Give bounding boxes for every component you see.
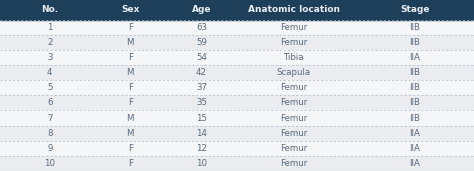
Text: 5: 5 <box>47 83 53 92</box>
Text: F: F <box>128 98 133 107</box>
Text: 7: 7 <box>47 114 53 123</box>
Text: Femur: Femur <box>280 83 308 92</box>
Text: IIB: IIB <box>409 68 420 77</box>
Text: 2: 2 <box>47 38 53 47</box>
Text: Femur: Femur <box>280 114 308 123</box>
Text: 4: 4 <box>47 68 53 77</box>
Text: Femur: Femur <box>280 23 308 32</box>
Bar <box>0 156 474 171</box>
Text: IIB: IIB <box>409 114 420 123</box>
Text: 42: 42 <box>196 68 207 77</box>
Text: No.: No. <box>41 5 58 14</box>
Text: 10: 10 <box>44 159 55 168</box>
Text: 9: 9 <box>47 144 53 153</box>
Bar <box>0 95 474 110</box>
Text: Femur: Femur <box>280 144 308 153</box>
Text: 63: 63 <box>196 23 207 32</box>
Text: IIB: IIB <box>409 83 420 92</box>
Text: 54: 54 <box>196 53 207 62</box>
Bar <box>0 80 474 95</box>
Text: 8: 8 <box>47 129 53 138</box>
Text: Stage: Stage <box>400 5 429 14</box>
Text: F: F <box>128 83 133 92</box>
Bar <box>0 126 474 141</box>
Text: 37: 37 <box>196 83 207 92</box>
Text: IIA: IIA <box>410 53 420 62</box>
Text: M: M <box>127 114 134 123</box>
Text: 3: 3 <box>47 53 53 62</box>
Text: 59: 59 <box>196 38 207 47</box>
Text: Femur: Femur <box>280 98 308 107</box>
Text: 1: 1 <box>47 23 53 32</box>
Text: Scapula: Scapula <box>277 68 311 77</box>
Text: F: F <box>128 144 133 153</box>
Text: Sex: Sex <box>121 5 139 14</box>
Bar <box>0 110 474 126</box>
Text: IIA: IIA <box>410 129 420 138</box>
Bar <box>0 0 474 20</box>
Text: IIA: IIA <box>410 159 420 168</box>
Bar <box>0 20 474 35</box>
Text: IIB: IIB <box>409 23 420 32</box>
Text: M: M <box>127 129 134 138</box>
Text: 6: 6 <box>47 98 53 107</box>
Text: 12: 12 <box>196 144 207 153</box>
Text: F: F <box>128 23 133 32</box>
Text: 10: 10 <box>196 159 207 168</box>
Bar <box>0 35 474 50</box>
Text: Anatomic location: Anatomic location <box>248 5 340 14</box>
Text: 14: 14 <box>196 129 207 138</box>
Text: 35: 35 <box>196 98 207 107</box>
Bar <box>0 50 474 65</box>
Text: F: F <box>128 53 133 62</box>
Text: Femur: Femur <box>280 38 308 47</box>
Text: IIB: IIB <box>409 38 420 47</box>
Text: Femur: Femur <box>280 159 308 168</box>
Text: Femur: Femur <box>280 129 308 138</box>
Text: Tibia: Tibia <box>283 53 304 62</box>
Bar <box>0 141 474 156</box>
Text: F: F <box>128 159 133 168</box>
Text: Age: Age <box>191 5 211 14</box>
Text: 15: 15 <box>196 114 207 123</box>
Bar <box>0 65 474 80</box>
Text: IIA: IIA <box>410 144 420 153</box>
Text: IIB: IIB <box>409 98 420 107</box>
Text: M: M <box>127 38 134 47</box>
Text: M: M <box>127 68 134 77</box>
